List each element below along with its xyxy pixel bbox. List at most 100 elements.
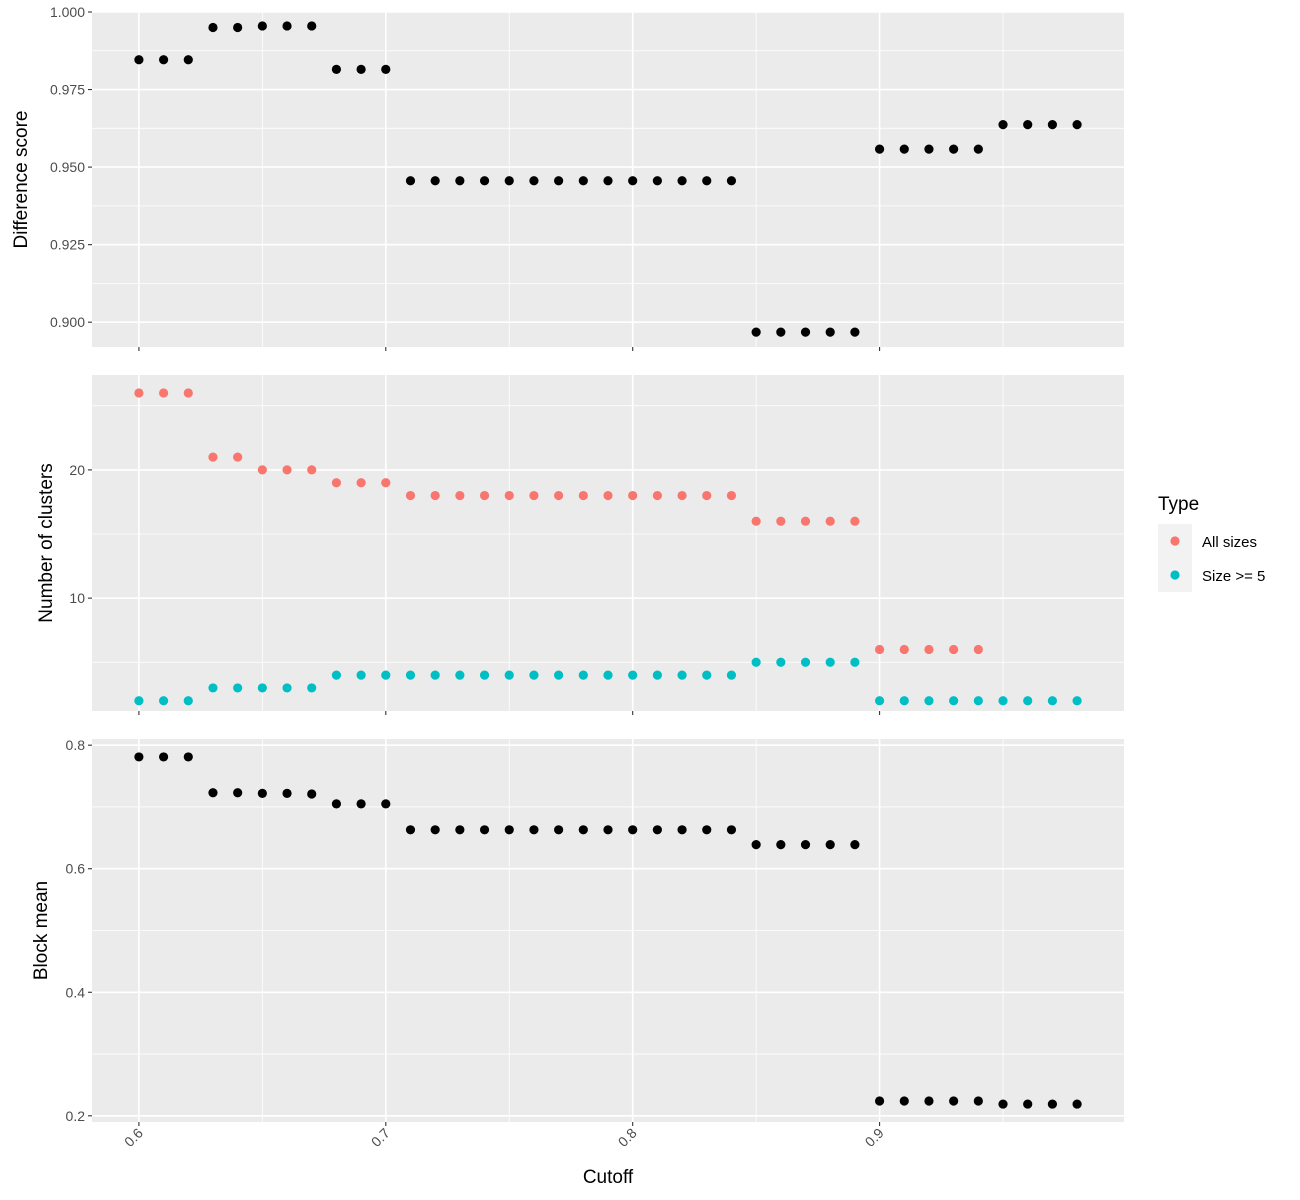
- data-point: [1072, 119, 1082, 130]
- data-point: [751, 516, 761, 526]
- data-point: [603, 490, 613, 501]
- y-tick-label: 0.900: [50, 314, 85, 330]
- data-point: [554, 670, 564, 680]
- data-point: [726, 490, 737, 501]
- data-point: [776, 657, 786, 667]
- data-point: [1023, 1099, 1033, 1109]
- data-point: [455, 490, 465, 501]
- y-tick-label: 0.950: [50, 159, 85, 175]
- x-tick-label: 0.9: [862, 1125, 887, 1150]
- data-point: [628, 670, 638, 680]
- series-all-sizes: [134, 388, 983, 655]
- data-point: [800, 516, 811, 526]
- data-point: [1047, 696, 1058, 706]
- data-point: [183, 55, 193, 65]
- data-point: [850, 516, 860, 526]
- data-point: [628, 176, 638, 186]
- data-point: [183, 752, 193, 762]
- data-point: [158, 388, 169, 398]
- data-point: [381, 478, 391, 488]
- data-point: [282, 788, 292, 798]
- data-point: [455, 670, 465, 680]
- data-point: [356, 799, 366, 809]
- data-point: [554, 825, 564, 835]
- data-point: [800, 327, 811, 337]
- legend-label: All sizes: [1202, 534, 1257, 551]
- data-point: [652, 490, 662, 501]
- data-point: [430, 176, 440, 186]
- data-point: [479, 490, 490, 501]
- data-point: [529, 670, 539, 680]
- data-point: [554, 176, 564, 186]
- data-point: [134, 388, 144, 398]
- data-point: [356, 64, 366, 74]
- y-tick-label: 0.925: [50, 237, 85, 253]
- data-point: [529, 176, 539, 186]
- panels: 0.900 0.925 0.950 0.975 1.000 Difference scor…: [11, 4, 1124, 1150]
- data-point: [1047, 119, 1058, 130]
- data-point: [282, 683, 292, 693]
- data-point: [455, 176, 465, 186]
- data-point: [405, 670, 416, 680]
- data-point: [949, 144, 959, 154]
- data-point: [331, 670, 342, 680]
- data-point: [652, 825, 662, 835]
- x-tick-label: 0.6: [121, 1125, 146, 1150]
- data-point: [578, 176, 588, 186]
- data-point: [307, 683, 317, 693]
- data-point: [825, 516, 835, 526]
- data-point: [751, 657, 761, 667]
- data-point: [405, 176, 416, 186]
- data-point: [677, 176, 687, 186]
- data-point: [578, 490, 588, 501]
- data-point: [677, 490, 687, 501]
- data-point: [307, 789, 317, 799]
- data-point: [1023, 696, 1033, 706]
- y-tick-label: 0.4: [66, 984, 86, 1000]
- data-point: [208, 22, 218, 33]
- legend-label: Size >= 5: [1202, 568, 1265, 585]
- data-point: [652, 176, 662, 186]
- data-point: [282, 465, 292, 475]
- panel-blockmean: 0.2 0.4 0.6 0.8 Block mean: [31, 737, 1124, 1126]
- data-point: [479, 670, 490, 680]
- y-axis-title: Block mean: [31, 881, 52, 980]
- data-point: [282, 21, 292, 31]
- data-point: [208, 683, 218, 693]
- data-point: [331, 478, 342, 488]
- data-point: [702, 176, 712, 186]
- data-point: [529, 490, 539, 501]
- legend-title: Type: [1158, 494, 1199, 515]
- data-point: [183, 696, 193, 706]
- data-point: [554, 490, 564, 501]
- data-point: [158, 696, 169, 706]
- series-points: [134, 752, 1082, 1109]
- data-point: [973, 644, 983, 655]
- data-point: [257, 683, 267, 693]
- y-tick-label: 0.8: [66, 737, 86, 753]
- y-tick-label: 1.000: [50, 4, 85, 20]
- data-point: [381, 64, 391, 74]
- data-point: [405, 825, 416, 835]
- data-point: [529, 825, 539, 835]
- data-point: [751, 327, 761, 337]
- data-point: [899, 1096, 909, 1106]
- data-point: [307, 465, 317, 475]
- data-point: [603, 176, 613, 186]
- data-point: [677, 670, 687, 680]
- data-point: [949, 1096, 959, 1106]
- data-point: [233, 788, 243, 798]
- data-point: [504, 490, 514, 501]
- data-point: [233, 22, 243, 33]
- data-point: [825, 657, 835, 667]
- data-point: [1023, 119, 1033, 130]
- data-point: [973, 696, 983, 706]
- data-point: [800, 840, 811, 850]
- data-point: [899, 696, 909, 706]
- x-axis-title: Cutoff: [583, 1167, 634, 1188]
- y-tick-label: 10: [69, 590, 85, 606]
- data-point: [158, 55, 169, 65]
- data-point: [257, 788, 267, 798]
- y-axis-title: Difference score: [11, 111, 32, 249]
